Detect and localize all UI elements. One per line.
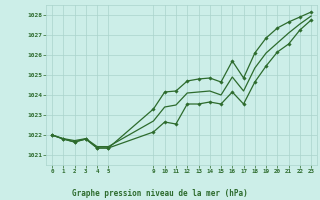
Text: Graphe pression niveau de la mer (hPa): Graphe pression niveau de la mer (hPa) xyxy=(72,189,248,198)
